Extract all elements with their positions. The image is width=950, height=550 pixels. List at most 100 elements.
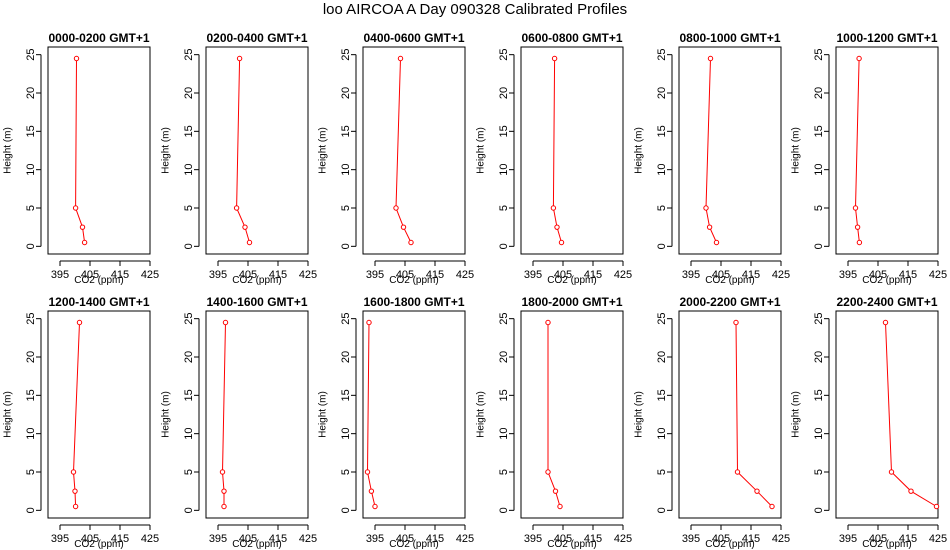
data-point: [72, 503, 79, 510]
data-point: [558, 239, 565, 246]
x-axis-label: CO2 (ppm): [705, 275, 754, 286]
profile-line: [72, 322, 80, 507]
y-tick-label: 25: [656, 49, 668, 61]
x-tick-label: 395: [682, 533, 700, 545]
y-tick-label: 10: [340, 164, 352, 176]
page-title: loo AIRCOA A Day 090328 Calibrated Profi…: [322, 1, 628, 18]
y-tick-label: 25: [25, 313, 37, 325]
y-tick-label: 20: [183, 87, 195, 99]
x-tick-label: 395: [366, 269, 384, 281]
x-axis-label: CO2 (ppm): [547, 539, 596, 550]
profile-line: [885, 322, 937, 507]
x-tick-label: 425: [929, 533, 947, 545]
profile-panel-2: 0200-0400 GMT+1 395 405 415 425 CO2 (ppm) 0 5 10…: [161, 31, 318, 286]
x-tick-label: 415: [584, 533, 602, 545]
y-tick-label: 15: [25, 389, 37, 401]
data-point: [393, 205, 399, 211]
y-axis-label: Height (m): [318, 391, 329, 438]
data-point: [233, 205, 240, 211]
x-tick-label: 395: [366, 533, 384, 545]
data-point: [76, 319, 83, 326]
profile-panel-12: 2200-2400 GMT+1 395 405 415 425 CO2 (ppm) 0 5 10…: [791, 295, 948, 550]
data-point: [856, 239, 863, 246]
profile-line: [854, 58, 860, 243]
y-tick-label: 25: [498, 313, 510, 325]
x-tick-label: 415: [111, 533, 129, 545]
plot-frame: [835, 310, 939, 519]
data-point: [854, 224, 861, 230]
y-tick-label: 25: [498, 49, 510, 61]
plot-frame: [520, 46, 624, 255]
y-tick-label: 0: [183, 507, 195, 513]
data-point: [242, 224, 248, 230]
x-axis-label: CO2 (ppm): [74, 275, 123, 286]
y-tick-label: 0: [813, 507, 825, 513]
x-axis-label: CO2 (ppm): [232, 275, 281, 286]
data-point: [554, 224, 560, 230]
y-tick-label: 25: [25, 49, 37, 61]
x-axis-label: CO2 (ppm): [389, 275, 438, 286]
y-tick-label: 10: [656, 428, 668, 440]
x-tick-label: 395: [209, 269, 227, 281]
data-point: [368, 488, 375, 494]
x-tick-label: 425: [299, 269, 317, 281]
x-tick-label: 425: [141, 533, 159, 545]
profile-panel-9: 1600-1800 GMT+1 395 405 415 425 CO2 (ppm) 0 5 10…: [318, 295, 475, 550]
y-axis-label: Height (m): [791, 391, 802, 438]
data-point: [366, 319, 372, 326]
y-tick-label: 0: [498, 243, 510, 249]
x-tick-label: 415: [584, 269, 602, 281]
y-tick-label: 15: [25, 125, 37, 137]
y-tick-label: 10: [183, 164, 195, 176]
data-point: [545, 319, 551, 326]
x-tick-label: 415: [742, 269, 760, 281]
y-tick-label: 20: [813, 351, 825, 363]
y-axis-label: Height (m): [476, 391, 487, 438]
x-axis-label: CO2 (ppm): [389, 539, 438, 550]
y-tick-label: 5: [656, 469, 668, 475]
data-point: [703, 205, 709, 211]
data-point: [221, 488, 227, 494]
y-tick-label: 0: [340, 243, 352, 249]
y-tick-label: 0: [25, 243, 37, 249]
y-tick-label: 5: [340, 469, 352, 475]
data-point: [551, 55, 558, 62]
x-tick-label: 415: [269, 533, 287, 545]
profile-panel-8: 1400-1600 GMT+1 395 405 415 425 CO2 (ppm) 0 5 10…: [161, 295, 318, 550]
x-tick-label: 415: [899, 533, 917, 545]
profile-panel-6: 1000-1200 GMT+1 395 405 415 425 CO2 (ppm) 0 5 10…: [791, 31, 948, 286]
y-axis-label: Height (m): [634, 127, 645, 174]
x-tick-label: 395: [51, 269, 69, 281]
y-axis-label: Height (m): [791, 127, 802, 174]
x-axis-label: CO2 (ppm): [74, 539, 123, 550]
panel-title: 0400-0600 GMT+1: [363, 31, 464, 45]
profile-line: [395, 58, 412, 243]
panel-title: 0200-0400 GMT+1: [206, 31, 307, 45]
data-point: [246, 239, 253, 246]
plot-frame: [835, 46, 939, 255]
profile-line: [547, 322, 561, 507]
x-tick-label: 425: [929, 269, 947, 281]
panel-title: 2000-2200 GMT+1: [679, 295, 780, 309]
data-point: [933, 503, 940, 510]
profile-panel-3: 0400-0600 GMT+1 395 405 415 425 CO2 (ppm) 0 5 10…: [318, 31, 475, 286]
data-point: [221, 503, 227, 510]
plot-frame: [520, 310, 624, 519]
profile-line: [735, 322, 773, 507]
y-tick-label: 0: [340, 507, 352, 513]
y-tick-label: 5: [340, 205, 352, 211]
x-tick-label: 395: [682, 269, 700, 281]
data-point: [882, 319, 889, 326]
data-point: [397, 55, 404, 62]
x-tick-label: 395: [524, 269, 542, 281]
y-tick-label: 15: [183, 389, 195, 401]
x-tick-label: 405: [554, 269, 572, 281]
y-axis-label: Height (m): [3, 127, 14, 174]
y-tick-label: 5: [498, 205, 510, 211]
plot-frame: [362, 310, 466, 519]
data-point: [557, 503, 563, 510]
x-tick-label: 405: [81, 269, 99, 281]
x-tick-label: 415: [899, 269, 917, 281]
y-tick-label: 10: [25, 164, 37, 176]
